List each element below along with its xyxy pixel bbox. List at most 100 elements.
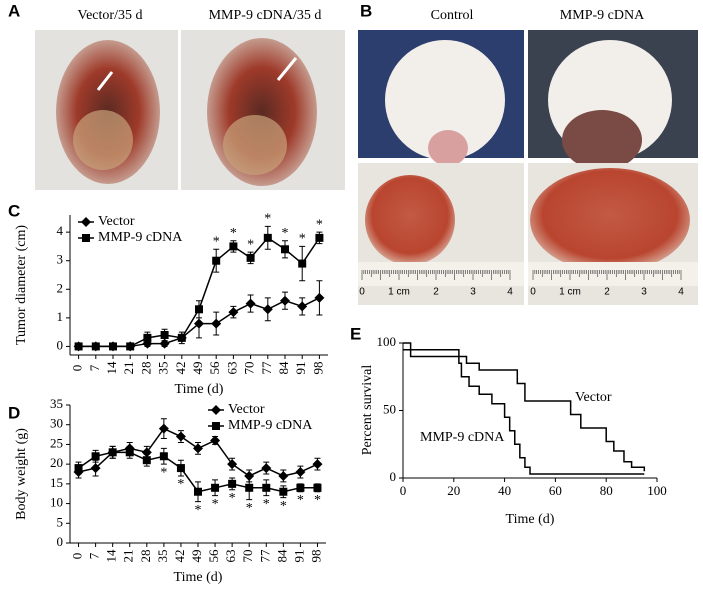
ruler-label: 3 [641, 287, 647, 298]
y-axis-title: Percent survival [360, 365, 375, 456]
diamond-marker [210, 435, 221, 446]
square-marker [212, 256, 221, 265]
square-marker [211, 483, 220, 492]
x-tick-label: 14 [104, 549, 119, 563]
significance-marker: * [263, 497, 270, 512]
x-tick-label: 28 [138, 550, 153, 563]
square-marker [108, 448, 117, 457]
y-tick-label: 5 [57, 514, 64, 529]
y-tick-label: 0 [57, 534, 64, 549]
y-tick-label: 50 [383, 401, 396, 416]
diamond-marker [194, 318, 204, 329]
x-tick-label: 7 [87, 364, 102, 371]
square-marker [279, 487, 288, 496]
x-tick-label: 56 [206, 549, 221, 563]
diamond-marker [280, 295, 290, 306]
x-tick-label: 42 [173, 362, 188, 375]
significance-marker: * [195, 503, 202, 518]
ruler-label: 0 [530, 287, 536, 298]
significance-marker: * [299, 232, 306, 247]
survival-curve [403, 342, 645, 475]
x-tick-label: 21 [121, 362, 136, 375]
legend-label: Vector [228, 402, 265, 417]
diamond-marker [278, 470, 289, 481]
x-tick-label: 63 [224, 362, 239, 375]
diamond-marker [158, 423, 169, 434]
diamond-marker [262, 304, 273, 315]
y-axis-title: Tumor diameter (cm) [14, 225, 29, 345]
significance-marker: * [213, 235, 220, 250]
photo-caption: Vector/35 d [78, 8, 143, 23]
ruler-label: 4 [678, 287, 684, 298]
square-marker [298, 259, 307, 268]
x-tick-label: 0 [70, 365, 85, 372]
significance-marker: * [264, 212, 271, 227]
ruler-label: 1 cm [559, 287, 581, 298]
x-tick-label: 63 [223, 550, 238, 563]
diamond-marker [314, 292, 325, 303]
photo [528, 30, 698, 170]
legend-label: MMP-9 cDNA [98, 230, 183, 245]
x-tick-label: 70 [240, 550, 255, 563]
square-marker [245, 483, 254, 492]
panel-label: E [350, 324, 361, 343]
square-marker [109, 342, 117, 351]
square-marker [91, 452, 100, 461]
ruler-label: 2 [433, 287, 439, 298]
panel-label: A [8, 1, 20, 20]
legend-marker [81, 217, 91, 227]
significance-marker: * [212, 497, 219, 512]
x-tick-label: 20 [447, 483, 460, 498]
square-marker [91, 342, 100, 351]
x-tick-label: 98 [308, 550, 323, 563]
x-tick-label: 70 [242, 362, 257, 375]
diamond-marker [297, 301, 308, 312]
x-tick-label: 77 [259, 361, 274, 375]
significance-marker: * [246, 501, 253, 516]
square-marker [177, 333, 186, 342]
square-marker [159, 452, 168, 461]
x-tick-label: 80 [600, 483, 613, 498]
square-marker [263, 233, 272, 242]
square-marker [125, 448, 134, 457]
significance-marker: * [297, 493, 304, 508]
y-tick-label: 30 [50, 416, 63, 431]
curve-label: Vector [575, 390, 612, 405]
diamond-marker [227, 459, 238, 470]
ruler-label: 2 [604, 287, 610, 298]
square-marker [228, 479, 237, 488]
photo [528, 163, 698, 305]
x-tick-label: 0 [400, 483, 407, 498]
square-marker [315, 233, 324, 242]
panel-label: D [8, 403, 20, 422]
y-tick-label: 0 [57, 337, 64, 352]
legend-marker [212, 422, 220, 430]
y-tick-label: 20 [50, 455, 63, 470]
ruler-label: 1 cm [388, 287, 410, 298]
x-tick-label: 49 [190, 362, 205, 375]
diamond-marker [141, 447, 152, 458]
x-tick-label: 60 [549, 483, 562, 498]
significance-marker: * [230, 226, 237, 241]
diamond-marker [245, 298, 256, 309]
x-tick-label: 21 [121, 550, 136, 563]
photo [35, 30, 178, 190]
square-marker [313, 483, 322, 492]
x-tick-label: 0 [70, 553, 85, 560]
ruler-label: 0 [359, 287, 365, 298]
x-tick-label: 84 [276, 361, 291, 375]
photo-caption: MMP-9 cDNA [560, 8, 645, 23]
legend-label: MMP-9 cDNA [228, 418, 313, 433]
legend-label: Vector [98, 214, 135, 229]
legend-marker [82, 234, 90, 242]
x-tick-label: 56 [207, 361, 222, 375]
square-marker [281, 245, 289, 254]
diamond-marker [193, 443, 203, 454]
square-marker [126, 342, 135, 351]
x-tick-label: 28 [138, 362, 153, 375]
square-marker [160, 331, 169, 339]
x-tick-label: 98 [310, 362, 325, 375]
y-tick-label: 2 [57, 280, 64, 295]
diamond-marker [211, 318, 222, 329]
